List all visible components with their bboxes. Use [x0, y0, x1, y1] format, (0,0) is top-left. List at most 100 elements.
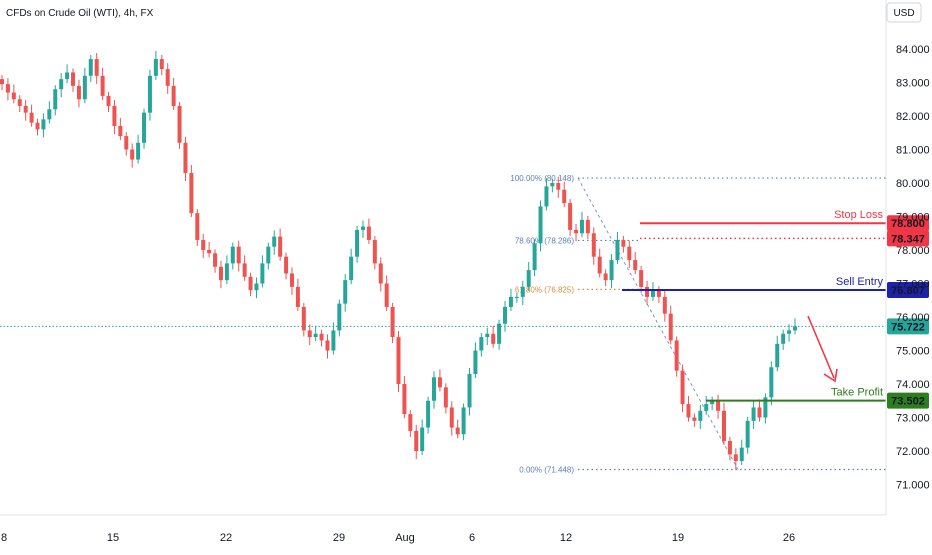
candle-body — [686, 404, 691, 418]
candle-body — [668, 313, 673, 341]
candle-body — [579, 219, 584, 234]
take-profit-price-tag — [887, 392, 929, 409]
fib-target-tag — [887, 230, 929, 247]
candle-body — [295, 286, 300, 307]
price-tick-label: 77.000 — [896, 279, 930, 291]
candle-body — [53, 89, 58, 110]
chart-title: CFDs on Crude Oil (WTI), 4h, FX — [6, 8, 154, 19]
candle-body — [751, 407, 756, 421]
candle-body — [384, 283, 389, 307]
candle-body — [645, 286, 650, 297]
candle-body — [704, 404, 709, 411]
candle-body — [775, 343, 780, 368]
candle-body — [35, 122, 40, 130]
candle-body — [568, 203, 573, 230]
candle-body — [793, 326, 797, 331]
candle-body — [526, 270, 531, 287]
candle-body — [71, 72, 76, 86]
candle-body — [266, 246, 271, 264]
currency-button[interactable]: USD — [886, 2, 922, 23]
candle-body — [301, 306, 306, 331]
fib-trend-line — [577, 177, 739, 470]
candle-body — [183, 142, 188, 173]
candle-body — [355, 229, 360, 257]
candle-body — [550, 183, 555, 187]
candle-body — [585, 219, 590, 234]
candle-body — [781, 333, 786, 344]
candle-body — [591, 233, 596, 257]
time-tick-label: 12 — [560, 532, 572, 544]
candle-body — [378, 263, 383, 284]
price-tick-label: 82.000 — [896, 111, 930, 123]
candle-body — [260, 263, 265, 284]
candle-body — [656, 290, 661, 297]
candle-body — [372, 239, 377, 264]
candle-body — [650, 290, 655, 297]
candle-body — [224, 263, 229, 281]
candle-body — [313, 333, 318, 338]
candle-body — [627, 246, 632, 261]
candle-body — [59, 79, 64, 90]
candle-body — [124, 136, 129, 150]
candle-body — [414, 430, 419, 451]
time-tick-label: 6 — [469, 532, 475, 544]
price-tick-label: 71.000 — [896, 480, 930, 492]
candle-body — [159, 59, 164, 70]
candle-body — [443, 387, 448, 408]
price-tick-label: 72.000 — [896, 446, 930, 458]
candle-body — [254, 283, 259, 291]
candle-body — [692, 417, 697, 421]
candle-body — [745, 420, 750, 448]
candle-body — [82, 75, 87, 100]
candle-body — [461, 407, 466, 435]
price-tick-label: 84.000 — [896, 44, 930, 56]
candle-body — [721, 410, 726, 441]
candle-body — [544, 186, 549, 207]
candle-body — [195, 213, 200, 240]
fib-level-label: 100.00% (80.148) — [510, 174, 574, 183]
candle-body — [366, 226, 371, 240]
candle-body — [574, 229, 579, 234]
candle-body — [207, 250, 212, 254]
candle-body — [130, 149, 135, 160]
price-tick-label: 74.000 — [896, 379, 930, 391]
candle-body — [29, 112, 34, 123]
take-profit-price-label: 73.502 — [891, 396, 925, 408]
candle-body — [230, 246, 235, 264]
stop-loss-label: Stop Loss — [834, 209, 883, 221]
time-tick-label: Aug — [395, 532, 415, 544]
candle-body — [716, 400, 721, 411]
candle-body — [65, 72, 70, 80]
candle-body — [597, 256, 602, 274]
candle-body — [349, 256, 354, 281]
candle-body — [520, 286, 525, 297]
candle-body — [615, 239, 620, 261]
candle-body — [532, 243, 537, 271]
candle-body — [674, 340, 679, 371]
candle-body — [633, 260, 638, 271]
candle-body — [408, 414, 413, 431]
candle-body — [284, 256, 289, 274]
candle-body — [562, 189, 567, 204]
candle-body — [727, 440, 732, 455]
candle-body — [491, 333, 496, 344]
price-tick-label: 75.000 — [896, 346, 930, 358]
price-tick-label: 76.000 — [896, 312, 930, 324]
candle-body — [420, 427, 425, 451]
candle-body — [437, 377, 442, 388]
candle-body — [473, 350, 478, 374]
candle-body — [609, 260, 614, 281]
candle-body — [325, 340, 330, 351]
candle-body — [248, 276, 253, 291]
candle-body — [118, 126, 123, 137]
candle-body — [218, 266, 223, 281]
candle-body — [0, 79, 4, 85]
time-tick-label: 29 — [333, 532, 345, 544]
candle-body — [455, 427, 460, 435]
candle-body — [76, 85, 81, 100]
candle-body — [396, 337, 401, 384]
candle-body — [236, 246, 241, 264]
candle-body — [497, 323, 502, 344]
